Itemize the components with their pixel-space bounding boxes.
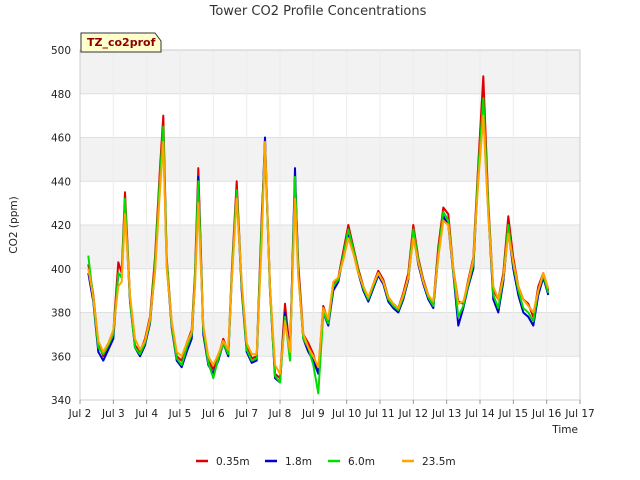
y-tick-label: 400	[51, 264, 71, 276]
y-tick-label: 420	[51, 220, 71, 232]
x-tick-label: Jul 14	[464, 408, 495, 420]
x-tick-label: Jul 13	[431, 408, 461, 420]
y-tick-label: 440	[51, 176, 71, 188]
y-tick-label: 480	[51, 89, 71, 101]
x-tick-label: Jul 4	[134, 408, 158, 420]
legend-label: 1.8m	[285, 456, 312, 468]
grid-band	[80, 50, 580, 94]
x-tick-label: Jul 9	[301, 408, 325, 420]
legend-label: 0.35m	[216, 456, 250, 468]
series-line-23-5m	[87, 114, 550, 375]
x-tick-label: Jul 6	[201, 408, 225, 420]
x-tick-label: Jul 7	[234, 408, 258, 420]
x-tick-label: Jul 16	[531, 408, 562, 420]
y-tick-label: 500	[51, 45, 71, 57]
x-tick-label: Jul 15	[498, 408, 528, 420]
x-tick-label: Jul 10	[331, 408, 361, 420]
y-tick-label: 360	[51, 351, 71, 363]
site-label-badge: TZ_co2prof	[80, 32, 162, 53]
site-label-text: TZ_co2prof	[87, 36, 156, 49]
y-tick-label: 340	[51, 395, 71, 407]
chart-title: Tower CO2 Profile Concentrations	[209, 4, 427, 19]
x-tick-label: Jul 17	[564, 408, 594, 420]
grid-band	[80, 225, 580, 269]
x-tick-label: Jul 2	[68, 408, 92, 420]
x-tick-label: Jul 11	[364, 408, 394, 420]
x-tick-label: Jul 3	[101, 408, 125, 420]
plot-area	[79, 49, 581, 401]
x-tick-label: Jul 12	[398, 408, 428, 420]
y-axis-label: CO2 (ppm)	[8, 196, 20, 253]
x-tick-label: Jul 5	[168, 408, 192, 420]
legend: 0.35m 1.8m 6.0m 23.5m	[196, 456, 456, 468]
x-axis-label: Time	[551, 424, 578, 436]
legend-label: 6.0m	[348, 456, 375, 468]
y-tick-label: 460	[51, 133, 71, 145]
legend-label: 23.5m	[422, 456, 456, 468]
x-tick-label: Jul 8	[268, 408, 292, 420]
grid-band	[80, 137, 580, 182]
y-tick-label: 380	[51, 308, 71, 320]
